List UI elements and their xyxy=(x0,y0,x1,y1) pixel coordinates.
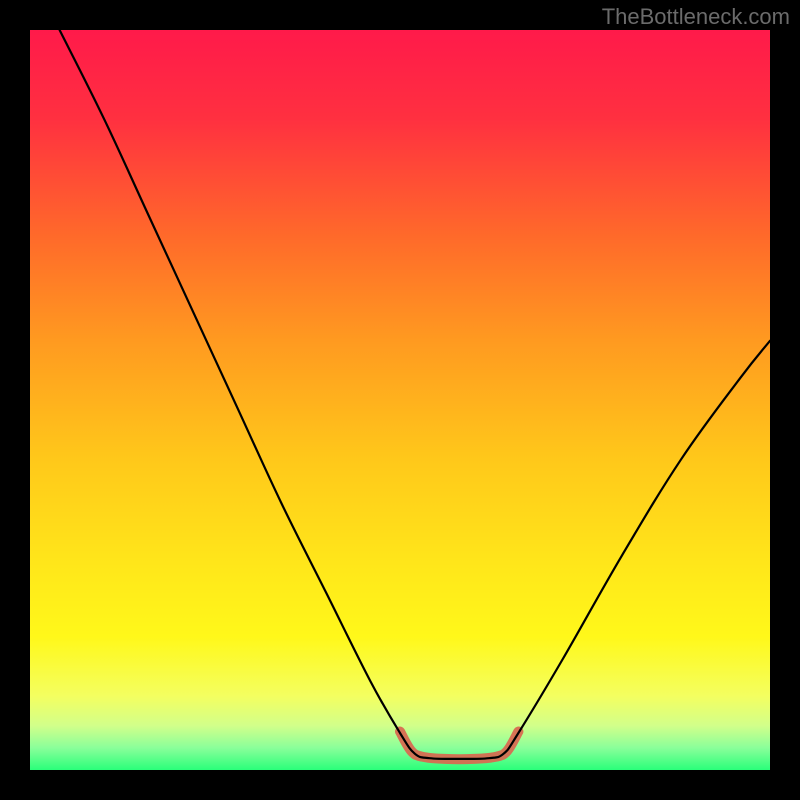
chart-background xyxy=(30,30,770,770)
bottleneck-chart: TheBottleneck.com xyxy=(0,0,800,800)
chart-svg xyxy=(0,0,800,800)
watermark-text: TheBottleneck.com xyxy=(602,4,790,30)
